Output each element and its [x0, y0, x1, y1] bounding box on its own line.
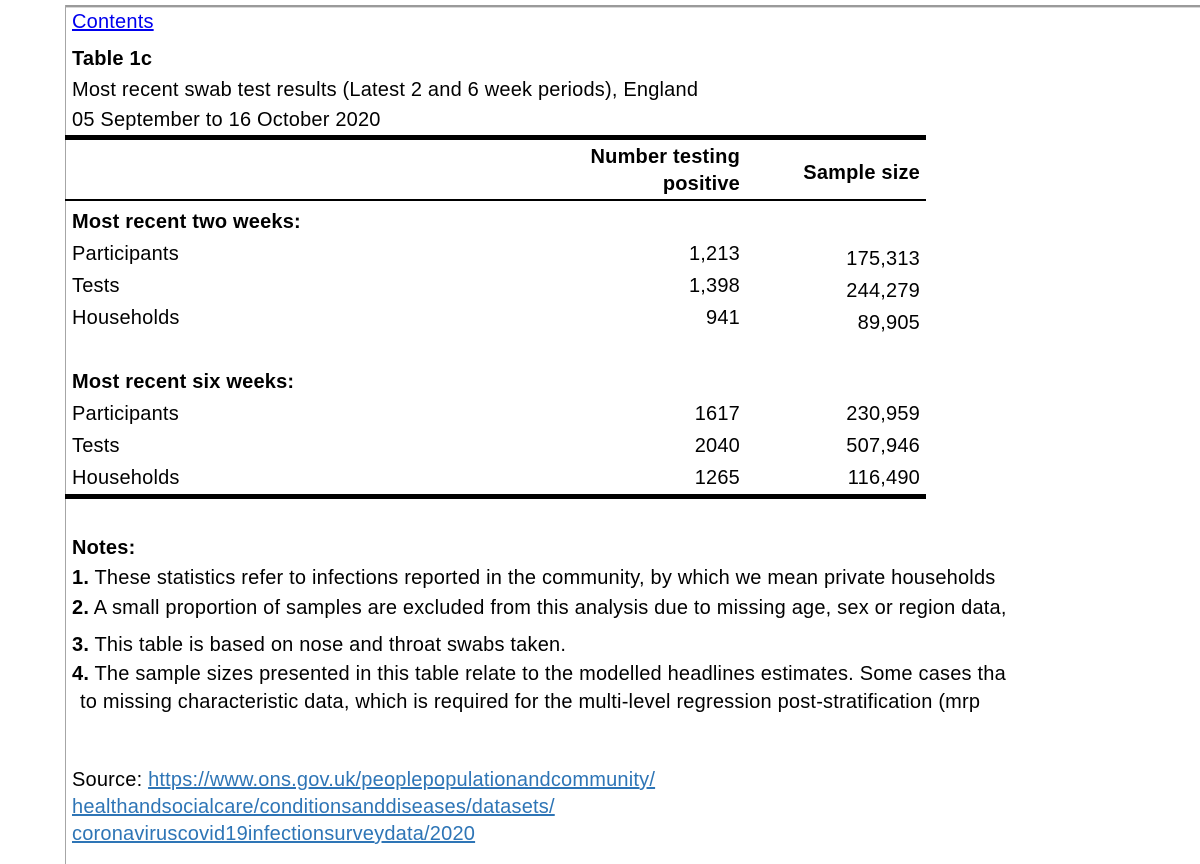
sample-value: 89,905 — [857, 312, 920, 334]
note-4-continuation: to missing characteristic data, which is… — [80, 691, 981, 713]
sample-value: 507,946 — [846, 435, 920, 457]
contents-link[interactable]: Contents — [72, 11, 154, 33]
row-label: Households — [72, 307, 180, 329]
source-line-3: coronaviruscovid19infectionsurveydata/20… — [72, 821, 1200, 848]
source-line-1: Source: https://www.ons.gov.uk/peoplepop… — [72, 767, 1200, 794]
contents-link-row: Contents — [72, 10, 1200, 34]
table-row-participants-6w: Participants 1617 230,959 — [72, 398, 920, 430]
positive-value: 1,213 — [688, 243, 740, 265]
row-label: Tests — [72, 275, 120, 297]
table-title: Most recent swab test results (Latest 2 … — [72, 79, 699, 101]
header-empty-cell — [72, 140, 532, 199]
column-header-number-testing-positive: Number testing positive — [532, 140, 740, 199]
table-row-participants-2w: Participants 1,213 175,313 — [72, 238, 920, 270]
note-1: 1. These statistics refer to infections … — [72, 566, 1200, 590]
data-table: Number testing positive Sample size — [72, 140, 920, 199]
source-label: Source: — [72, 769, 143, 791]
source-link-line-3[interactable]: coronaviruscovid19infectionsurveydata/20… — [72, 823, 476, 845]
section-heading-label: Most recent two weeks: — [72, 211, 301, 233]
positive-value: 2040 — [694, 435, 740, 457]
source-link-line-1[interactable]: https://www.ons.gov.uk/peoplepopulationa… — [148, 769, 656, 791]
row-label: Participants — [72, 403, 179, 425]
note-3: 3. This table is based on nose and throa… — [72, 633, 1200, 657]
note-number: 4. — [72, 663, 90, 685]
notes-heading: Notes: — [72, 537, 136, 559]
table-header-row: Number testing positive Sample size — [72, 140, 920, 199]
note-text: The sample sizes presented in this table… — [94, 663, 1006, 685]
row-label: Participants — [72, 243, 179, 265]
column-header-sample-size: Sample size — [803, 162, 920, 184]
table-row-tests-6w: Tests 2040 507,946 — [72, 430, 920, 462]
sample-value: 175,313 — [846, 248, 920, 270]
header-line-1: Number testing — [590, 146, 740, 168]
table-number-label: Table 1c — [72, 48, 153, 70]
sheet-top-border — [65, 5, 1200, 8]
sample-value: 244,279 — [846, 280, 920, 302]
section-heading-two-weeks: Most recent two weeks: — [72, 206, 920, 238]
note-number: 2. — [72, 597, 90, 619]
header-line-2: positive — [662, 173, 740, 195]
table-row-tests-2w: Tests 1,398 244,279 — [72, 270, 920, 302]
table-body: Most recent two weeks: Participants 1,21… — [72, 201, 920, 494]
table-row-households-2w: Households 941 89,905 — [72, 302, 920, 334]
positive-value: 1265 — [694, 467, 740, 489]
row-label: Households — [72, 467, 180, 489]
source-block: Source: https://www.ons.gov.uk/peoplepop… — [72, 767, 1200, 848]
positive-value: 1,398 — [688, 275, 740, 297]
note-text: This table is based on nose and throat s… — [94, 634, 567, 656]
sheet-left-border — [65, 5, 66, 864]
positive-value: 941 — [706, 307, 740, 329]
table-date-range: 05 September to 16 October 2020 — [72, 109, 381, 131]
section-heading-six-weeks: Most recent six weeks: — [72, 366, 920, 398]
table-bottom-rule — [65, 494, 926, 499]
positive-value: 1617 — [694, 403, 740, 425]
note-4: 4. The sample sizes presented in this ta… — [72, 662, 1200, 686]
sheet-content: Contents Table 1c Most recent swab test … — [65, 0, 1200, 848]
source-link-line-2[interactable]: healthandsocialcare/conditionsanddisease… — [72, 796, 555, 818]
table-header-rule — [65, 199, 926, 201]
section-heading-label: Most recent six weeks: — [72, 371, 295, 393]
row-label: Tests — [72, 435, 120, 457]
note-2: 2. A small proportion of samples are exc… — [72, 596, 1200, 620]
note-text: A small proportion of samples are exclud… — [93, 597, 1007, 619]
sample-value: 230,959 — [846, 403, 920, 425]
note-number: 1. — [72, 567, 90, 589]
note-text: These statistics refer to infections rep… — [94, 567, 996, 589]
source-line-2: healthandsocialcare/conditionsanddisease… — [72, 794, 1200, 821]
table-top-rule — [65, 135, 926, 140]
note-number: 3. — [72, 634, 90, 656]
table-row-households-6w: Households 1265 116,490 — [72, 462, 920, 494]
sample-value: 116,490 — [847, 467, 920, 489]
